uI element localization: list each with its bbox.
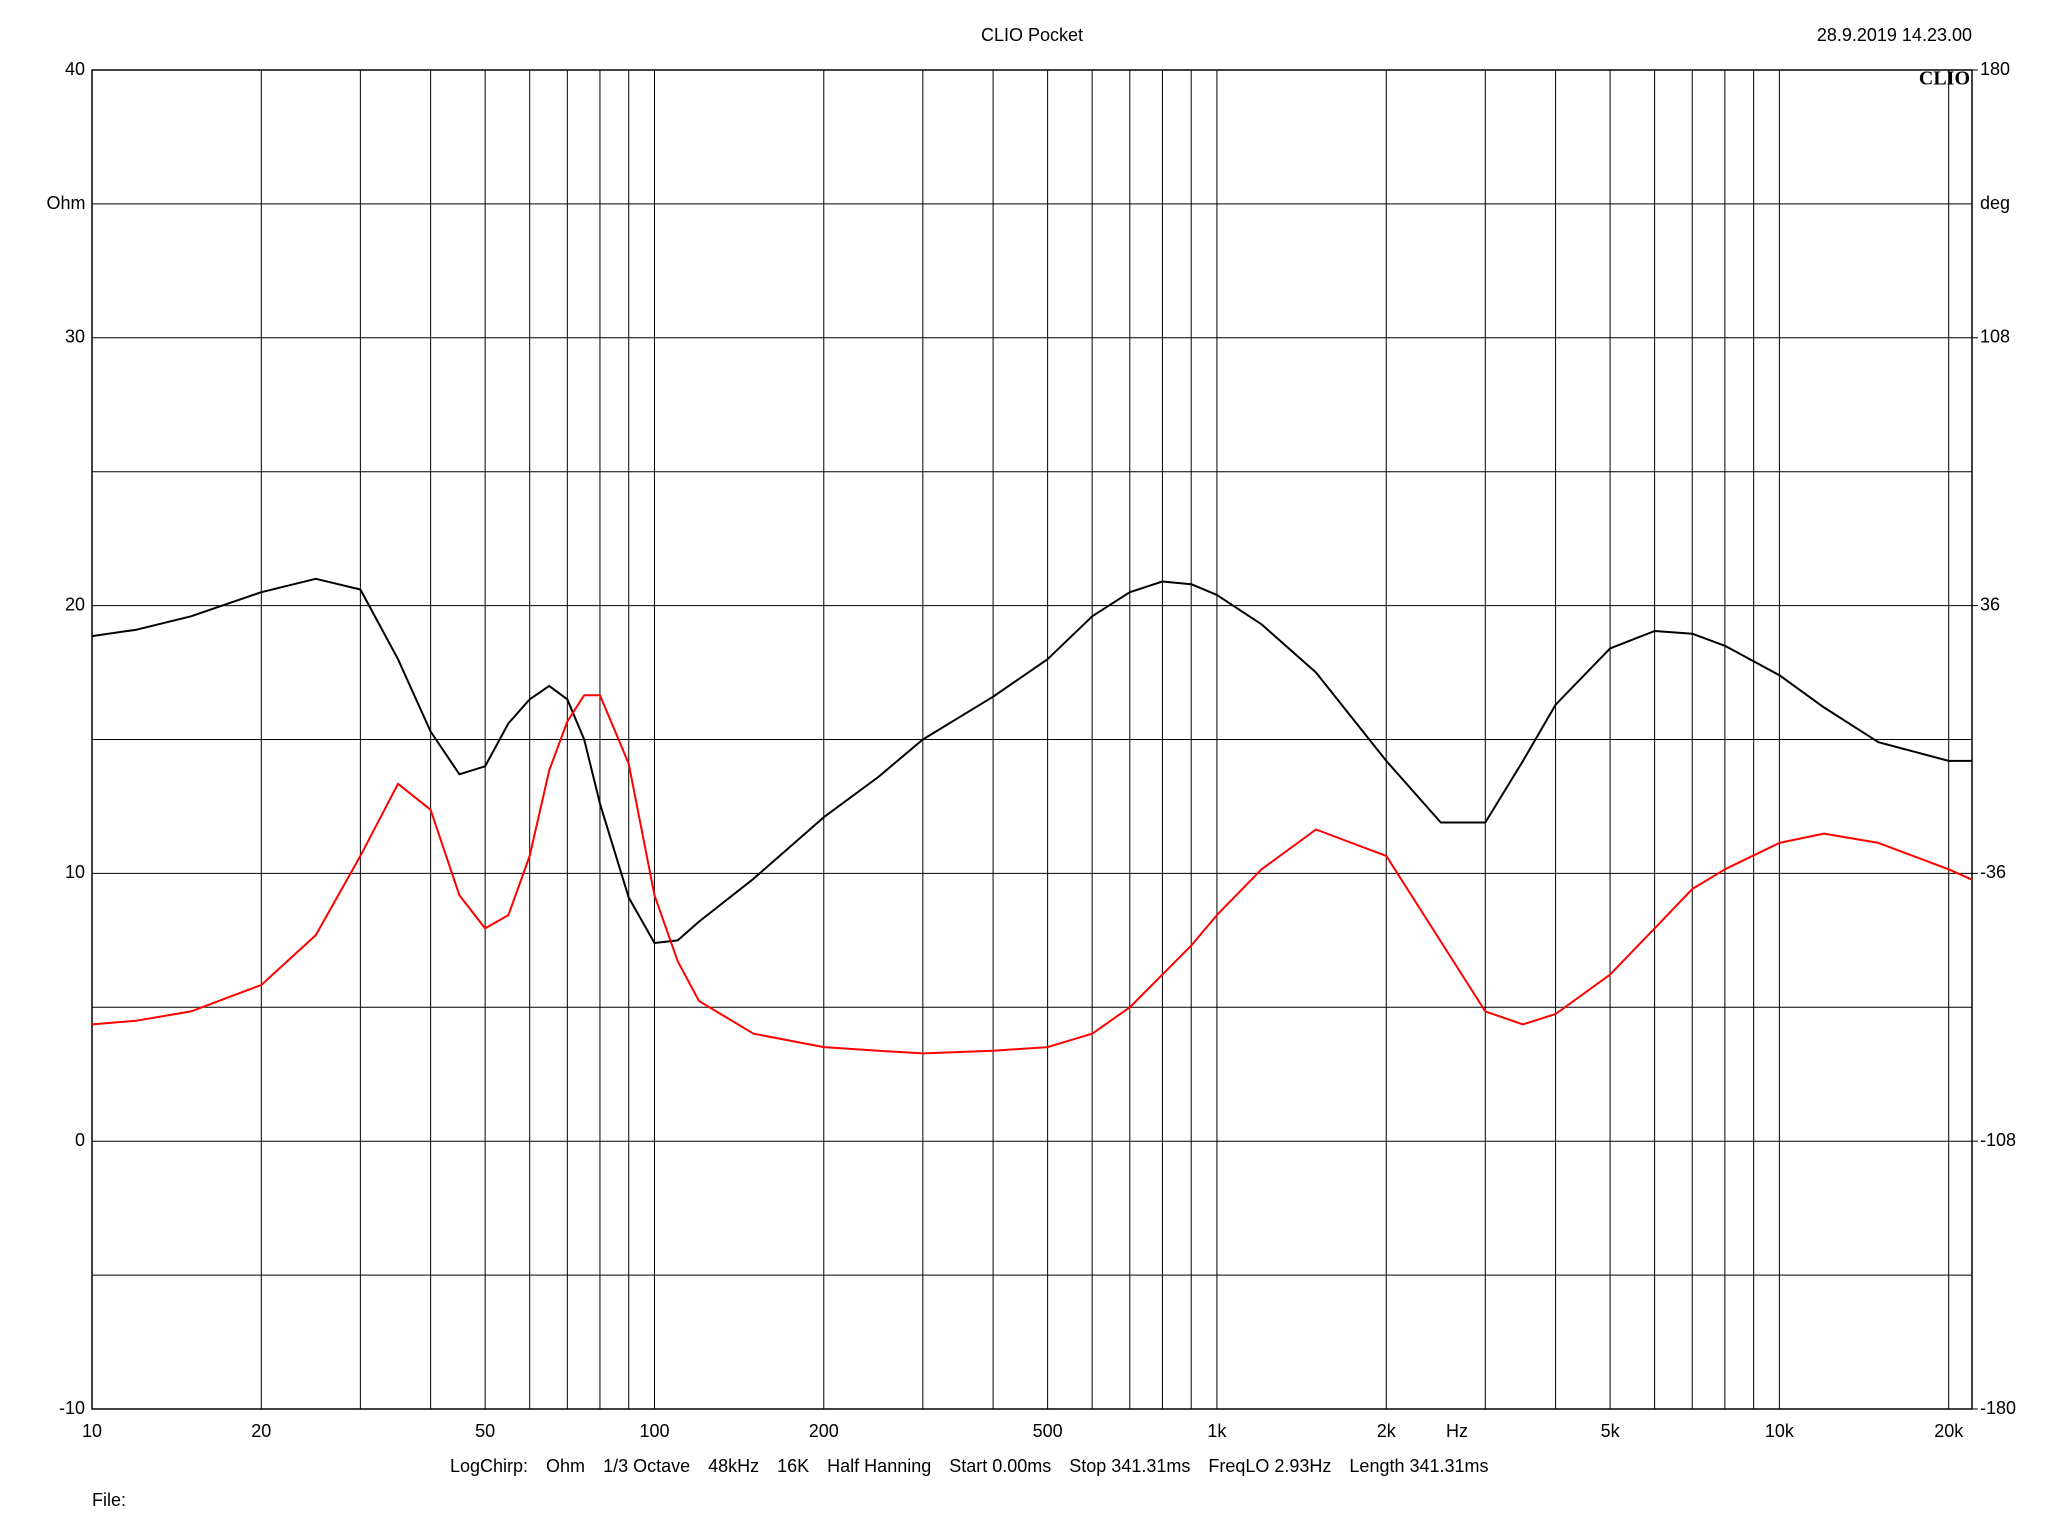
x-tick-label: 2k: [1377, 1421, 1397, 1441]
footer-item: Start 0.00ms: [949, 1456, 1051, 1476]
footer-item: 1/3 Octave: [603, 1456, 690, 1476]
file-label: File:: [92, 1490, 126, 1510]
footer-item: Length 341.31ms: [1349, 1456, 1488, 1476]
y2-tick-label: -36: [1980, 862, 2006, 882]
footer-item: Half Hanning: [827, 1456, 931, 1476]
footer-item: 16K: [777, 1456, 809, 1476]
x-tick-label: 1k: [1207, 1421, 1227, 1441]
timestamp: 28.9.2019 14.23.00: [1817, 25, 1972, 45]
x-tick-label: 200: [809, 1421, 839, 1441]
x-tick-label: 20: [251, 1421, 271, 1441]
y-tick-label: 20: [65, 594, 85, 614]
y-tick-label: 0: [75, 1130, 85, 1150]
x-axis-label: Hz: [1446, 1421, 1468, 1441]
footer-item: FreqLO 2.93Hz: [1208, 1456, 1331, 1476]
y2-tick-label: 108: [1980, 327, 2010, 347]
data-line: [91, 577, 1972, 944]
y2-tick-label: 36: [1980, 594, 2000, 614]
x-tick-label: 100: [639, 1421, 669, 1441]
logo: CLIO: [1919, 68, 1970, 90]
data-line: [91, 694, 1973, 1055]
footer-item: LogChirp:: [450, 1456, 528, 1476]
x-tick-label: 10: [82, 1421, 102, 1441]
x-tick-label: 20k: [1934, 1421, 1964, 1441]
footer-item: Ohm: [546, 1456, 585, 1476]
y-tick-label: 30: [65, 327, 85, 347]
chart-title: CLIO Pocket: [981, 25, 1083, 45]
y-tick-label: 10: [65, 862, 85, 882]
y2-axis-label: deg: [1980, 193, 2010, 213]
y2-tick-label: 180: [1980, 59, 2010, 79]
y2-tick-label: -108: [1980, 1130, 2016, 1150]
x-tick-label: 50: [475, 1421, 495, 1441]
y-axis-label: Ohm: [46, 193, 85, 213]
y-tick-label: -10: [59, 1398, 85, 1418]
footer-item: Stop 341.31ms: [1069, 1456, 1190, 1476]
x-tick-label: 10k: [1765, 1421, 1795, 1441]
y-tick-label: 40: [65, 59, 85, 79]
y2-tick-label: -180: [1980, 1398, 2016, 1418]
footer-item: 48kHz: [708, 1456, 759, 1476]
plot-frame: [91, 69, 1973, 1410]
footer: LogChirp: Ohm 1/3 Octave 48kHz 16K Half Hanni…: [450, 1456, 1489, 1476]
x-tick-label: 5k: [1601, 1421, 1621, 1441]
x-tick-label: 500: [1033, 1421, 1063, 1441]
